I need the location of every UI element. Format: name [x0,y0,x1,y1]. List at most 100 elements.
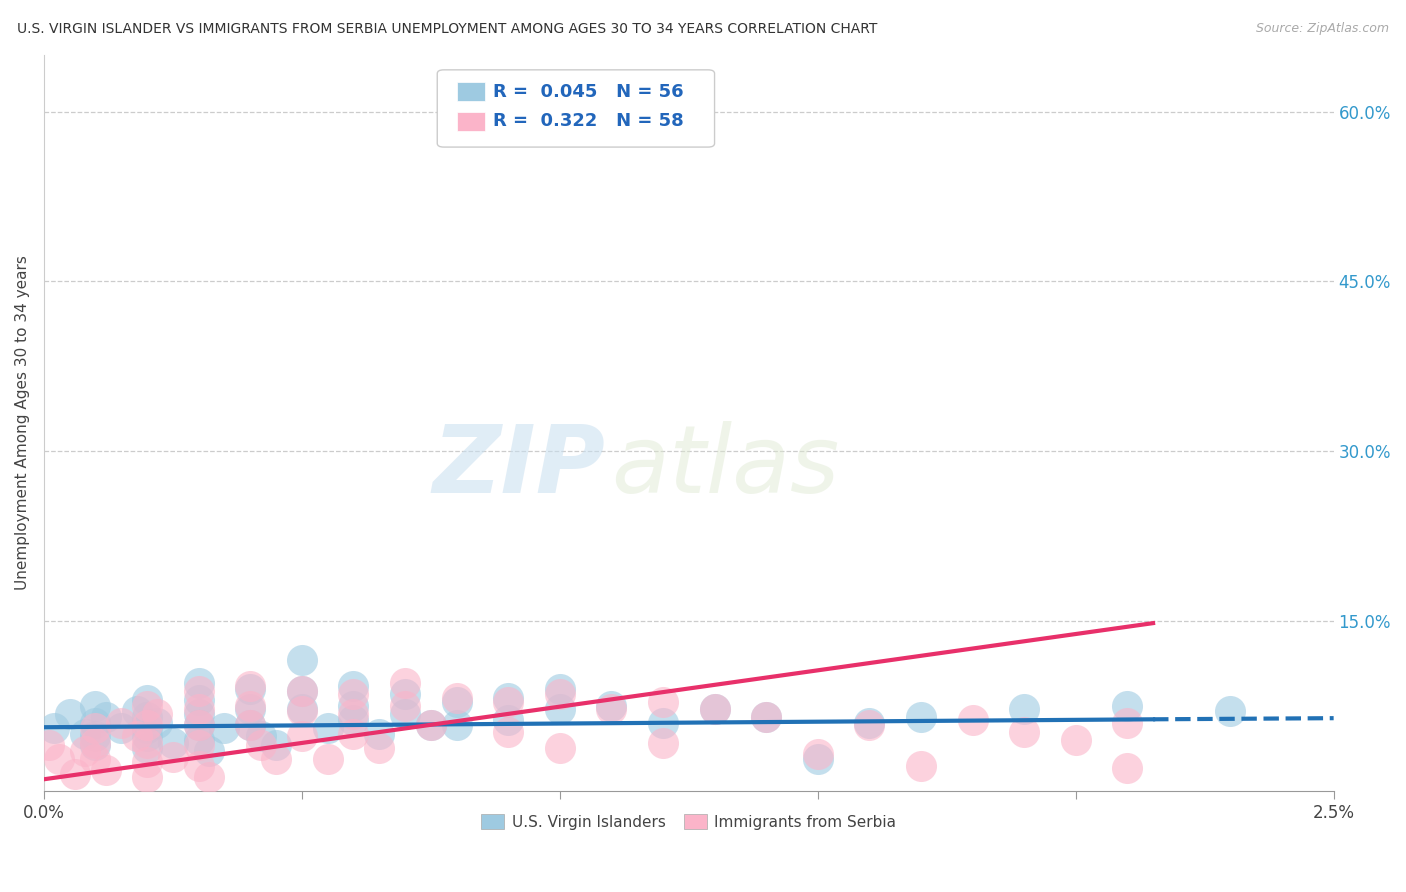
Point [187,684,209,698]
Point [316,752,339,766]
Point [394,698,416,713]
Point [342,698,364,713]
Point [239,702,262,716]
Point [63,766,86,780]
Text: ZIP: ZIP [432,421,605,513]
Point [652,695,675,709]
Point [249,739,271,753]
Point [446,690,468,705]
Point [239,718,262,732]
Point [59,706,82,721]
Point [187,739,209,753]
Point [44,722,66,736]
Point [136,736,159,750]
Point [84,736,107,750]
Point [84,722,107,736]
Point [496,724,519,739]
Point [755,710,778,724]
Point [652,736,675,750]
Point [187,732,209,747]
Point [75,744,97,758]
Point [136,693,159,707]
Point [1064,732,1087,747]
FancyBboxPatch shape [457,112,485,131]
Point [125,729,148,743]
FancyBboxPatch shape [437,70,714,147]
Point [652,715,675,730]
Point [136,722,159,736]
Point [187,702,209,716]
Point [1219,705,1241,719]
Point [291,705,314,719]
Point [198,744,221,758]
Point [146,715,169,730]
Point [1116,761,1139,775]
Legend: U.S. Virgin Islanders, Immigrants from Serbia: U.S. Virgin Islanders, Immigrants from S… [475,807,903,836]
Point [1116,715,1139,730]
Point [291,729,314,743]
Point [368,727,391,741]
Point [807,752,830,766]
Point [198,770,221,784]
Point [239,718,262,732]
Point [264,739,287,753]
Point [600,698,623,713]
Point [187,758,209,772]
Point [264,752,287,766]
Point [755,710,778,724]
Point [446,695,468,709]
Point [394,706,416,721]
Text: atlas: atlas [612,422,839,513]
Point [84,729,107,743]
Point [84,739,107,753]
Point [84,715,107,730]
Point [239,680,262,694]
Text: R =  0.322   N = 58: R = 0.322 N = 58 [492,112,683,129]
Point [446,718,468,732]
Point [807,747,830,762]
Point [858,718,880,732]
Point [496,695,519,709]
Point [162,736,184,750]
Point [136,740,159,755]
Point [136,710,159,724]
Point [1012,702,1035,716]
Point [187,718,209,732]
Point [910,710,932,724]
Point [342,680,364,694]
Point [548,740,571,755]
Point [136,756,159,770]
Text: Source: ZipAtlas.com: Source: ZipAtlas.com [1256,22,1389,36]
Point [419,718,441,732]
Point [342,727,364,741]
Point [136,770,159,784]
Point [291,653,314,667]
Point [136,698,159,713]
Y-axis label: Unemployment Among Ages 30 to 34 years: Unemployment Among Ages 30 to 34 years [15,255,30,591]
Point [548,702,571,716]
Point [394,676,416,690]
Point [1012,724,1035,739]
Point [94,763,117,777]
Point [187,676,209,690]
Point [214,722,236,736]
Point [239,681,262,696]
Point [342,706,364,721]
Text: U.S. VIRGIN ISLANDER VS IMMIGRANTS FROM SERBIA UNEMPLOYMENT AMONG AGES 30 TO 34 : U.S. VIRGIN ISLANDER VS IMMIGRANTS FROM … [17,22,877,37]
Point [136,729,159,743]
Point [496,690,519,705]
Point [249,729,271,743]
Point [94,710,117,724]
Point [48,752,70,766]
Point [291,684,314,698]
Point [84,698,107,713]
Point [84,752,107,766]
Point [187,693,209,707]
Point [703,702,725,716]
Point [910,758,932,772]
Point [316,722,339,736]
Point [187,718,209,732]
Point [419,718,441,732]
Point [703,702,725,716]
Point [962,714,984,728]
